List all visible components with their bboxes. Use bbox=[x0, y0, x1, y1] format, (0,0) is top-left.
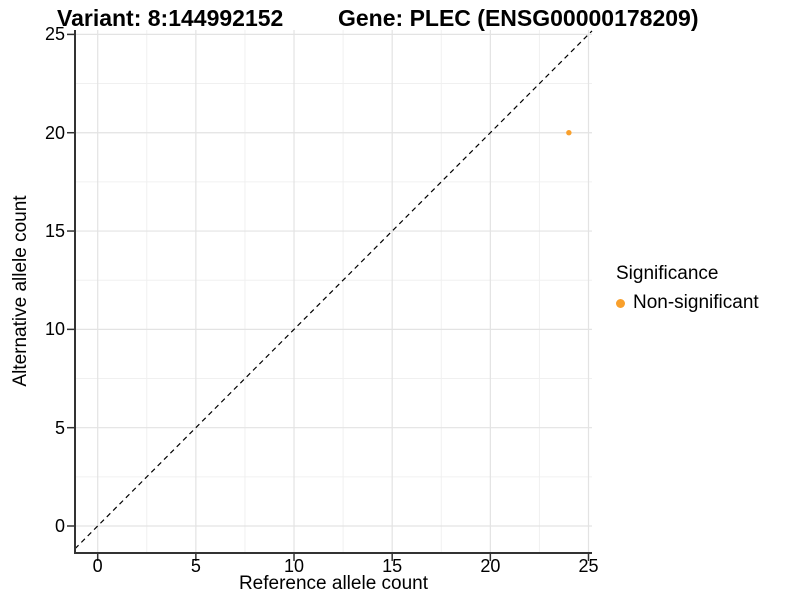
x-tick-label: 25 bbox=[578, 556, 599, 576]
x-tick-label: 15 bbox=[382, 556, 403, 576]
plot-title-variant: Variant: 8:144992152 bbox=[57, 5, 284, 31]
x-tick-label: 10 bbox=[284, 556, 305, 576]
legend-point-icon bbox=[616, 298, 625, 308]
y-tick-label: 15 bbox=[44, 221, 65, 242]
y-tick-label: 20 bbox=[44, 122, 65, 143]
legend-title: Significance bbox=[616, 263, 719, 284]
data-point bbox=[566, 130, 572, 136]
plot-title-gene: Gene: PLEC (ENSG00000178209) bbox=[338, 5, 699, 31]
x-tick-label: 0 bbox=[92, 556, 103, 576]
y-tick-label: 10 bbox=[44, 319, 65, 340]
y-tick-label: 0 bbox=[54, 516, 65, 536]
y-tick-label: 5 bbox=[54, 417, 65, 438]
legend-entry: Non-significant bbox=[616, 292, 759, 314]
legend: Significance Non-significant bbox=[616, 263, 759, 314]
x-tick-label: 20 bbox=[480, 556, 501, 576]
legend-entry-label: Non-significant bbox=[633, 292, 759, 313]
y-tick-label: 25 bbox=[44, 24, 65, 45]
x-tick-label: 5 bbox=[190, 556, 201, 576]
identity-reference-line bbox=[74, 30, 593, 550]
x-axis-title: Reference allele count bbox=[238, 573, 429, 594]
